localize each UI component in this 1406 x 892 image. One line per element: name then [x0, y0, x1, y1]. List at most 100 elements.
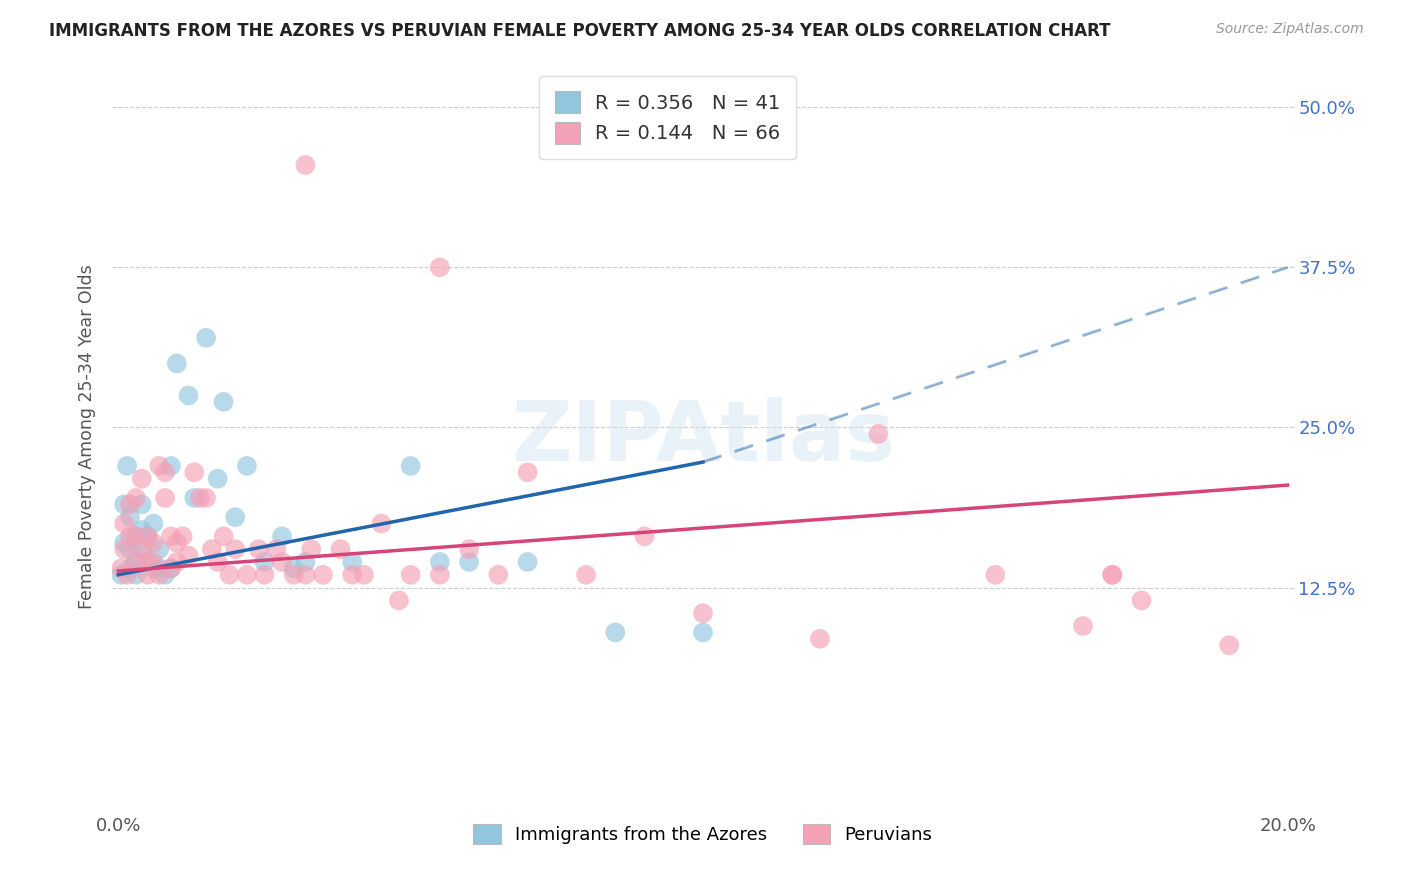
- Point: [370, 516, 392, 531]
- Point: [429, 260, 451, 275]
- Point: [131, 542, 153, 557]
- Point: [160, 529, 183, 543]
- Point: [605, 625, 627, 640]
- Point: [142, 535, 165, 549]
- Point: [312, 567, 335, 582]
- Point: [201, 542, 224, 557]
- Point: [118, 497, 141, 511]
- Point: [212, 529, 235, 543]
- Point: [115, 458, 138, 473]
- Text: ZIPAtlas: ZIPAtlas: [510, 397, 896, 477]
- Point: [340, 567, 363, 582]
- Point: [188, 491, 211, 505]
- Point: [218, 567, 240, 582]
- Point: [294, 158, 316, 172]
- Point: [340, 555, 363, 569]
- Point: [177, 388, 200, 402]
- Point: [136, 555, 159, 569]
- Point: [110, 561, 132, 575]
- Point: [429, 567, 451, 582]
- Point: [399, 567, 422, 582]
- Point: [136, 529, 159, 543]
- Point: [388, 593, 411, 607]
- Point: [1071, 619, 1094, 633]
- Point: [183, 465, 205, 479]
- Point: [125, 555, 148, 569]
- Text: Source: ZipAtlas.com: Source: ZipAtlas.com: [1216, 22, 1364, 37]
- Point: [458, 555, 481, 569]
- Point: [329, 542, 352, 557]
- Point: [1101, 567, 1123, 582]
- Point: [142, 561, 165, 575]
- Point: [136, 567, 159, 582]
- Point: [294, 555, 316, 569]
- Point: [131, 497, 153, 511]
- Point: [271, 529, 294, 543]
- Point: [575, 567, 598, 582]
- Point: [153, 491, 176, 505]
- Point: [516, 465, 538, 479]
- Point: [166, 356, 188, 370]
- Point: [131, 542, 153, 557]
- Point: [148, 567, 170, 582]
- Point: [236, 567, 259, 582]
- Point: [212, 395, 235, 409]
- Legend: Immigrants from the Azores, Peruvians: Immigrants from the Azores, Peruvians: [467, 817, 939, 851]
- Point: [516, 555, 538, 569]
- Point: [1101, 567, 1123, 582]
- Point: [142, 516, 165, 531]
- Point: [118, 529, 141, 543]
- Point: [125, 491, 148, 505]
- Point: [283, 567, 305, 582]
- Y-axis label: Female Poverty Among 25-34 Year Olds: Female Poverty Among 25-34 Year Olds: [77, 265, 96, 609]
- Point: [236, 458, 259, 473]
- Point: [868, 426, 890, 441]
- Point: [1218, 638, 1240, 652]
- Point: [153, 465, 176, 479]
- Point: [125, 555, 148, 569]
- Point: [353, 567, 375, 582]
- Point: [112, 497, 135, 511]
- Point: [125, 567, 148, 582]
- Point: [125, 529, 148, 543]
- Point: [118, 510, 141, 524]
- Point: [207, 472, 229, 486]
- Point: [253, 555, 276, 569]
- Point: [1130, 593, 1153, 607]
- Point: [166, 555, 188, 569]
- Point: [253, 567, 276, 582]
- Point: [808, 632, 831, 646]
- Point: [160, 561, 183, 575]
- Point: [131, 523, 153, 537]
- Point: [160, 458, 183, 473]
- Point: [399, 458, 422, 473]
- Text: IMMIGRANTS FROM THE AZORES VS PERUVIAN FEMALE POVERTY AMONG 25-34 YEAR OLDS CORR: IMMIGRANTS FROM THE AZORES VS PERUVIAN F…: [49, 22, 1111, 40]
- Point: [118, 542, 141, 557]
- Point: [115, 567, 138, 582]
- Point: [224, 510, 246, 524]
- Point: [142, 555, 165, 569]
- Point: [166, 535, 188, 549]
- Point: [264, 542, 287, 557]
- Point: [429, 555, 451, 569]
- Point: [183, 491, 205, 505]
- Point: [112, 535, 135, 549]
- Point: [125, 529, 148, 543]
- Point: [207, 555, 229, 569]
- Point: [118, 561, 141, 575]
- Point: [177, 549, 200, 563]
- Point: [195, 331, 218, 345]
- Point: [224, 542, 246, 557]
- Point: [692, 625, 714, 640]
- Point: [692, 606, 714, 620]
- Point: [112, 516, 135, 531]
- Point: [247, 542, 270, 557]
- Point: [110, 567, 132, 582]
- Point: [160, 561, 183, 575]
- Point: [172, 529, 194, 543]
- Point: [195, 491, 218, 505]
- Point: [283, 561, 305, 575]
- Point: [294, 567, 316, 582]
- Point: [271, 555, 294, 569]
- Point: [136, 529, 159, 543]
